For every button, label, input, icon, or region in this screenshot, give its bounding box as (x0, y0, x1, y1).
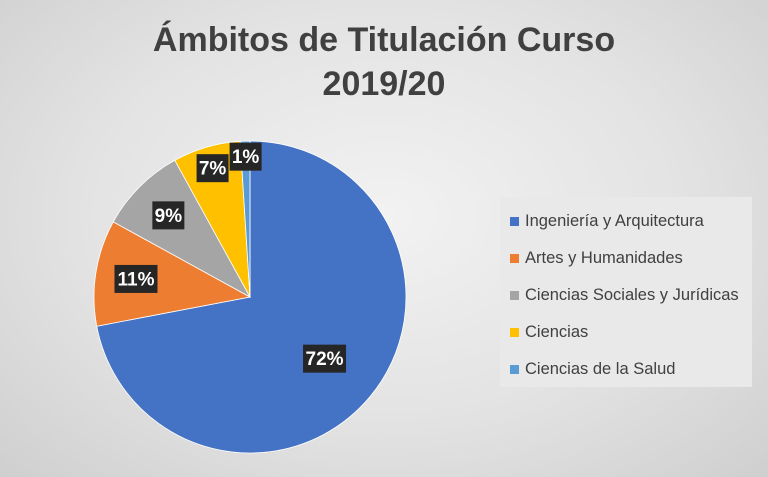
chart-title-line-2: 2019/20 (322, 65, 446, 103)
legend-label: Ciencias Sociales y Jurídicas (525, 286, 739, 304)
legend-swatch (510, 328, 519, 337)
chart-title: Ámbitos de Titulación Curso 2019/20 (0, 18, 768, 106)
legend-item-salud: Ciencias de la Salud (510, 351, 752, 388)
legend: Ingeniería y Arquitectura Artes y Humani… (500, 197, 752, 387)
legend-label: Ciencias (525, 323, 589, 341)
data-label-artes: 11% (114, 264, 158, 293)
data-label-text: 9% (155, 206, 183, 227)
legend-item-sociales: Ciencias Sociales y Jurídicas (510, 277, 752, 314)
legend-item-artes: Artes y Humanidades (510, 240, 752, 277)
chart-title-line-1: Ámbitos de Titulación Curso (152, 21, 616, 59)
legend-item-ciencias: Ciencias (510, 314, 752, 351)
data-label-ciencias: 7% (196, 154, 229, 183)
data-label-text: 11% (117, 269, 154, 290)
legend-swatch (510, 254, 519, 263)
legend-swatch (510, 365, 519, 374)
pie-slice-salud (239, 140, 251, 298)
pie-slice-ingenieria (96, 140, 407, 454)
data-label-text: 1% (232, 147, 260, 168)
data-label-box (303, 344, 347, 373)
legend-item-ingenieria: Ingeniería y Arquitectura (510, 203, 752, 240)
legend-label: Artes y Humanidades (525, 249, 683, 267)
legend-label: Ciencias de la Salud (525, 360, 676, 378)
data-label-box (114, 264, 158, 293)
legend-swatch (510, 291, 519, 300)
legend-swatch (510, 217, 519, 226)
legend-label: Ingeniería y Arquitectura (525, 212, 704, 230)
data-label-ingenieria: 72% (303, 344, 347, 373)
data-label-sociales: 9% (152, 201, 185, 230)
pie-slice-artes (93, 221, 252, 327)
data-label-salud: 1% (229, 142, 262, 171)
data-label-box (229, 142, 262, 171)
data-label-text: 72% (306, 349, 344, 370)
data-label-box (152, 201, 185, 230)
data-label-box (196, 154, 229, 183)
data-label-text: 7% (199, 159, 227, 180)
